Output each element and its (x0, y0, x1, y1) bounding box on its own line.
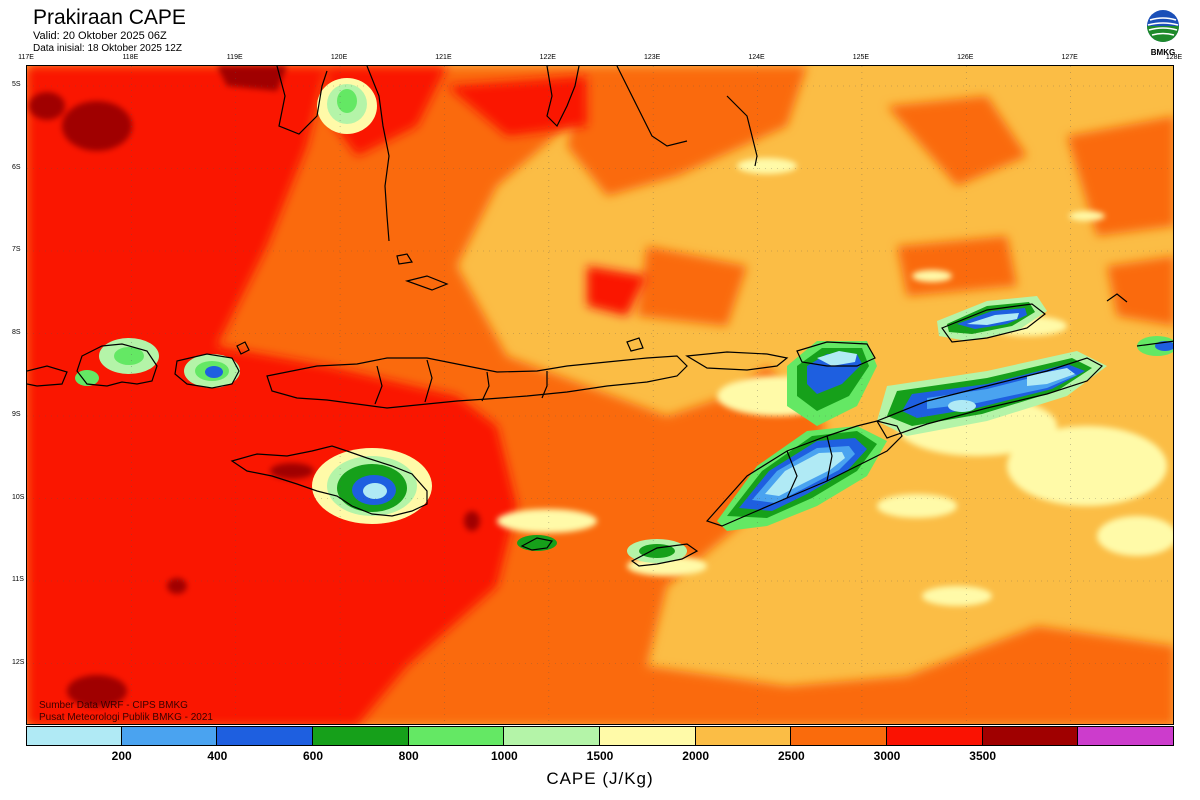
lat-label: 12S (12, 658, 25, 666)
lat-label: 9S (12, 411, 21, 418)
init-time: Data inisial: 18 Oktober 2025 12Z (33, 43, 182, 54)
lat-label: 5S (12, 81, 21, 88)
colorbar-tick-label: 2000 (682, 749, 710, 763)
colorbar-tick-label: 600 (302, 749, 324, 763)
colorbar-segment (26, 726, 122, 745)
colorbar-segment (600, 726, 696, 745)
lon-label: 121E (435, 54, 452, 61)
credit-publisher: Pusat Meteorologi Publik BMKG - 2021 (39, 712, 213, 723)
colorbar-tick-label: 3500 (969, 749, 997, 763)
lat-label: 7S (12, 246, 21, 253)
colorbar-title: CAPE (J/Kg) (546, 769, 654, 788)
colorbar-segment (217, 726, 313, 745)
map-svg: Sumber Data WRF - CIPS BMKG Pusat Meteor… (27, 66, 1173, 724)
lat-label: 6S (12, 163, 21, 171)
colorbar-segment (695, 726, 792, 745)
credit-source: Sumber Data WRF - CIPS BMKG (39, 700, 188, 711)
lon-label: 120E (330, 54, 348, 61)
lon-label: 118E (122, 54, 139, 61)
lon-label: 123E (643, 54, 661, 61)
colorbar (26, 726, 1174, 746)
lon-label: 124E (748, 54, 765, 61)
colorbar-tick-label: 400 (207, 749, 228, 763)
colorbar-tick-label: 2500 (777, 749, 805, 763)
lon-label: 126E (957, 54, 974, 61)
colorbar-segment (1078, 726, 1174, 745)
cape-2500-3000-field (27, 66, 647, 724)
colorbar-segment (504, 726, 600, 745)
logo-text: BMKG (1151, 48, 1175, 57)
lon-label: 125E (852, 54, 870, 61)
coastlines (27, 66, 1173, 567)
colorbar-segment (313, 726, 409, 745)
colorbar-tick-label: 1000 (490, 749, 518, 763)
map-title: Prakiraan CAPE (33, 6, 186, 29)
colorbar-segment (408, 726, 505, 745)
lat-label: 8S (12, 328, 21, 336)
lon-label: 128E (1165, 54, 1183, 61)
lat-label: 10S (12, 493, 25, 501)
cape-map: Sumber Data WRF - CIPS BMKG Pusat Meteor… (26, 65, 1174, 725)
colorbar-tick-label: 200 (111, 749, 132, 763)
lon-label: 117E (18, 54, 34, 61)
valid-time: Valid: 20 Oktober 2025 06Z (33, 30, 167, 42)
colorbar-segment (982, 726, 1079, 745)
colorbar-segment (121, 726, 218, 745)
bmkg-logo: BMKG (1143, 8, 1183, 58)
colorbar-tick-label: 800 (398, 749, 419, 763)
colorbar-segment (791, 726, 887, 745)
lon-label: 119E (226, 54, 243, 61)
lat-label: 11S (12, 576, 24, 583)
cape-3000-3500-spots (29, 66, 480, 707)
lon-label: 122E (539, 54, 556, 61)
colorbar-tick-label: 3000 (873, 749, 901, 763)
lon-label: 127E (1061, 54, 1078, 61)
colorbar-segment (887, 726, 983, 745)
graticule (27, 66, 1173, 724)
colorbar-tick-label: 1500 (586, 749, 614, 763)
